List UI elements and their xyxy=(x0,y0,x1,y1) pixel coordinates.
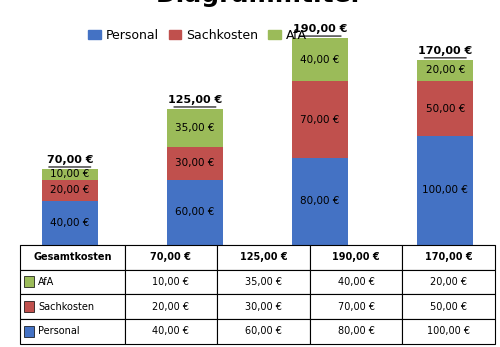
FancyBboxPatch shape xyxy=(310,245,402,270)
Text: 190,00 €: 190,00 € xyxy=(293,24,348,34)
Legend: Personal, Sachkosten, AfA: Personal, Sachkosten, AfA xyxy=(83,24,312,47)
FancyBboxPatch shape xyxy=(124,294,217,319)
Text: 40,00 €: 40,00 € xyxy=(338,277,374,287)
Text: 80,00 €: 80,00 € xyxy=(300,196,340,206)
FancyBboxPatch shape xyxy=(217,294,310,319)
Text: 170,00 €: 170,00 € xyxy=(418,46,472,56)
Text: 60,00 €: 60,00 € xyxy=(175,207,214,217)
Bar xyxy=(417,81,474,136)
FancyBboxPatch shape xyxy=(310,294,402,319)
FancyBboxPatch shape xyxy=(310,270,402,294)
FancyBboxPatch shape xyxy=(20,319,124,344)
Title: Diagrammtitel: Diagrammtitel xyxy=(156,0,360,7)
Text: 100,00 €: 100,00 € xyxy=(427,326,470,336)
Bar xyxy=(24,326,34,337)
Bar xyxy=(292,81,348,158)
Bar xyxy=(417,136,474,245)
Bar xyxy=(24,277,34,288)
Bar xyxy=(167,179,223,245)
Text: 35,00 €: 35,00 € xyxy=(175,123,214,133)
FancyBboxPatch shape xyxy=(402,245,495,270)
Text: 30,00 €: 30,00 € xyxy=(175,158,214,168)
FancyBboxPatch shape xyxy=(124,319,217,344)
Text: 30,00 €: 30,00 € xyxy=(245,302,282,312)
Text: 10,00 €: 10,00 € xyxy=(152,277,189,287)
Text: 70,00 €: 70,00 € xyxy=(338,302,374,312)
Text: 20,00 €: 20,00 € xyxy=(50,185,90,195)
Text: 70,00 €: 70,00 € xyxy=(46,155,93,166)
Bar xyxy=(292,38,348,81)
Text: 35,00 €: 35,00 € xyxy=(245,277,282,287)
Text: 40,00 €: 40,00 € xyxy=(152,326,189,336)
FancyBboxPatch shape xyxy=(20,245,124,270)
Text: 40,00 €: 40,00 € xyxy=(300,54,340,65)
Text: 60,00 €: 60,00 € xyxy=(245,326,282,336)
Text: 125,00 €: 125,00 € xyxy=(168,95,222,105)
Text: 125,00 €: 125,00 € xyxy=(240,252,287,262)
FancyBboxPatch shape xyxy=(20,294,124,319)
Bar xyxy=(42,201,98,245)
Text: 20,00 €: 20,00 € xyxy=(152,302,190,312)
FancyBboxPatch shape xyxy=(310,319,402,344)
Text: 40,00 €: 40,00 € xyxy=(50,218,90,228)
Bar xyxy=(292,158,348,245)
Bar xyxy=(24,301,34,312)
Bar xyxy=(167,147,223,179)
Text: 50,00 €: 50,00 € xyxy=(426,104,465,113)
FancyBboxPatch shape xyxy=(402,270,495,294)
FancyBboxPatch shape xyxy=(402,319,495,344)
Text: Sachkosten: Sachkosten xyxy=(38,302,94,312)
Text: Gesamtkosten: Gesamtkosten xyxy=(33,252,112,262)
Bar xyxy=(42,169,98,179)
FancyBboxPatch shape xyxy=(217,245,310,270)
FancyBboxPatch shape xyxy=(124,245,217,270)
Text: 50,00 €: 50,00 € xyxy=(430,302,467,312)
Text: 100,00 €: 100,00 € xyxy=(422,185,468,195)
FancyBboxPatch shape xyxy=(20,270,124,294)
Text: AfA: AfA xyxy=(38,277,54,287)
Text: 80,00 €: 80,00 € xyxy=(338,326,374,336)
Text: Personal: Personal xyxy=(38,326,80,336)
Text: 170,00 €: 170,00 € xyxy=(425,252,472,262)
Text: 70,00 €: 70,00 € xyxy=(300,115,340,125)
Text: 190,00 €: 190,00 € xyxy=(332,252,380,262)
Text: 20,00 €: 20,00 € xyxy=(426,66,465,75)
Bar xyxy=(167,109,223,147)
FancyBboxPatch shape xyxy=(217,319,310,344)
Bar xyxy=(417,60,474,81)
FancyBboxPatch shape xyxy=(124,270,217,294)
FancyBboxPatch shape xyxy=(402,294,495,319)
Text: 20,00 €: 20,00 € xyxy=(430,277,467,287)
Bar xyxy=(42,179,98,201)
Text: 10,00 €: 10,00 € xyxy=(50,169,90,179)
Text: 70,00 €: 70,00 € xyxy=(150,252,191,262)
FancyBboxPatch shape xyxy=(217,270,310,294)
